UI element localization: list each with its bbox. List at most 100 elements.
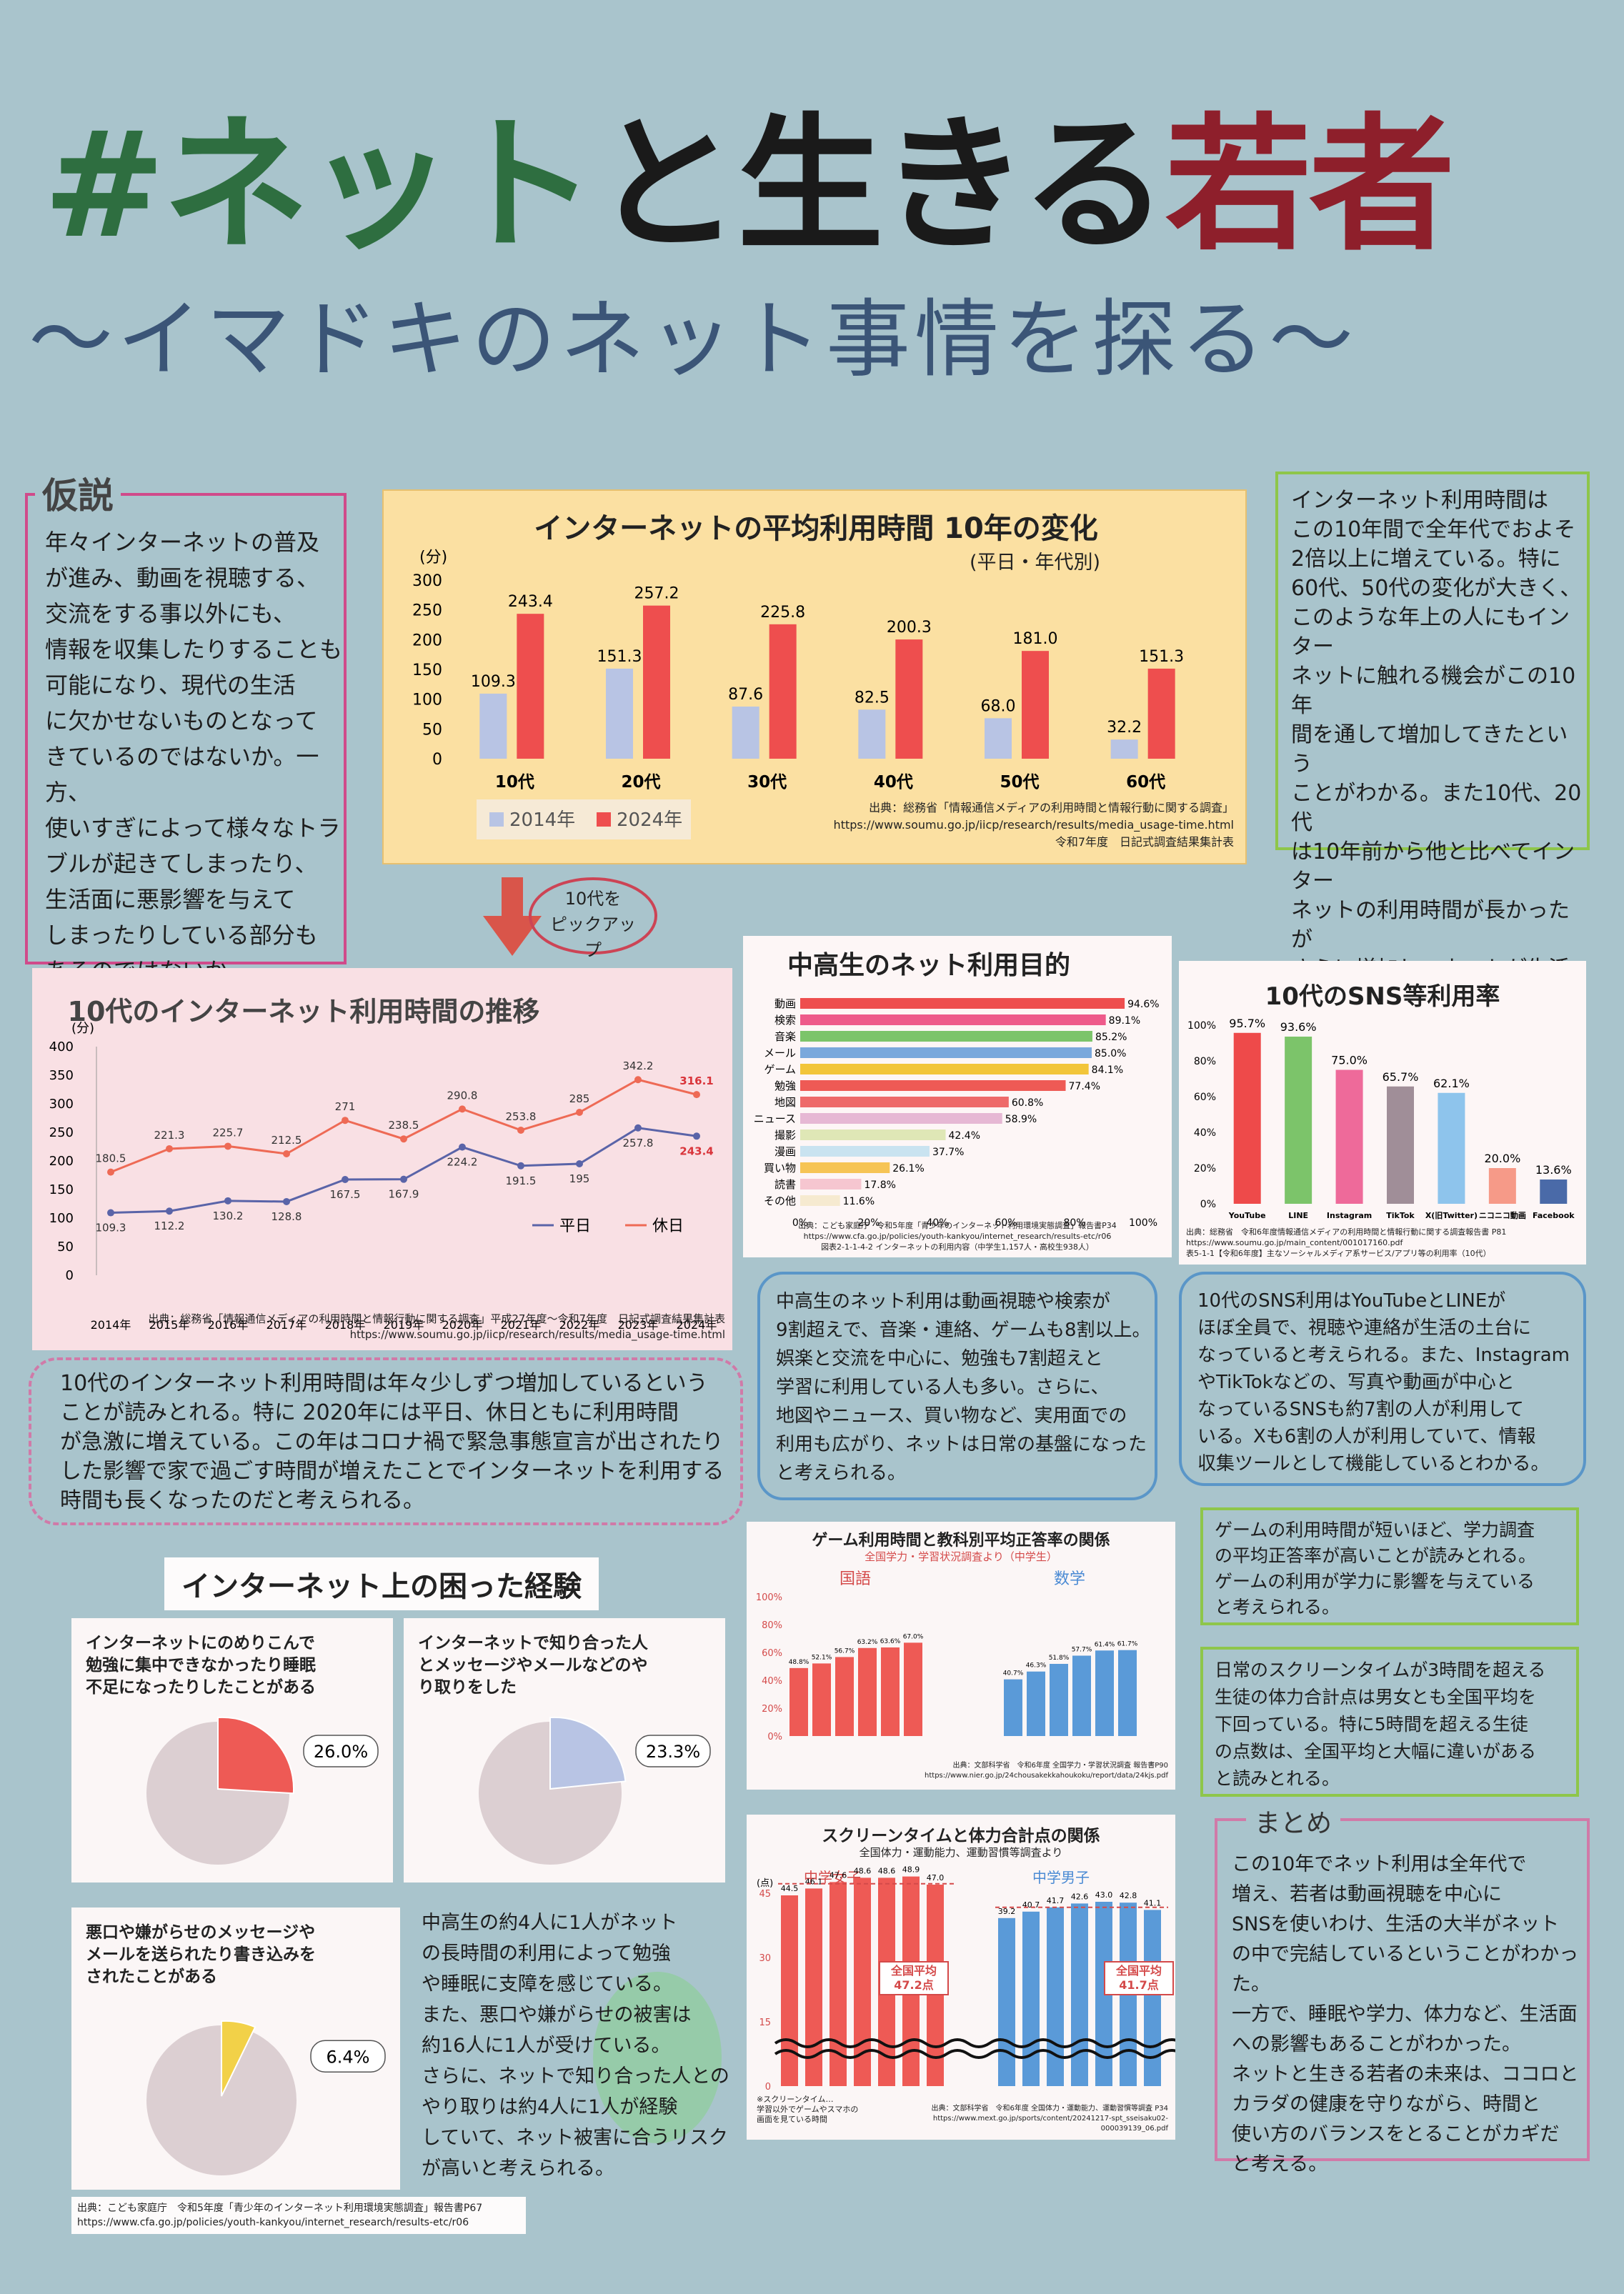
data-label: 48.8%	[789, 1659, 809, 1666]
y-tick-label: 100%	[756, 1592, 782, 1603]
data-label: 43.0	[1095, 1890, 1113, 1900]
source-line: 出典：こども家庭庁 令和5年度「青少年のインターネット利用環境実態調査」報告書P…	[798, 1221, 1117, 1230]
data-label: 65.7%	[1383, 1070, 1419, 1084]
bar-国語	[835, 1657, 854, 1736]
data-label: 130.2	[213, 1210, 244, 1222]
y-tick-label: 0%	[1200, 1199, 1216, 1210]
chart-screentime-panel: スクリーンタイムと体力合計点の関係 全国体力・運動能力、運動習慣等調査より 中学…	[747, 1815, 1175, 2140]
data-point	[342, 1117, 349, 1124]
data-point	[283, 1197, 290, 1205]
data-label: 253.8	[506, 1110, 537, 1123]
source-line: 出典：総務省「情報通信メディアの利用時間と情報行動に関する調査」平成27年度〜令…	[148, 1312, 725, 1325]
chart-purpose-source: 出典：こども家庭庁 令和5年度「青少年のインターネット利用環境実態調査」報告書P…	[750, 1220, 1165, 1252]
comment-line: なっていると考えられる。また、Instagram	[1197, 1345, 1570, 1366]
bar	[800, 1162, 890, 1173]
chart-purpose-svg: 動画 94.6% 検索 89.1% 音楽 85.2% メール 85.0% ゲーム 84.1% 勉強 7…	[754, 997, 1160, 1229]
y-tick-label: 300	[49, 1097, 74, 1112]
y-tick-label: その他	[764, 1195, 796, 1207]
x-tick-label: X(旧Twitter)	[1425, 1211, 1478, 1220]
data-label: 85.2%	[1095, 1032, 1127, 1043]
hypothesis-heading: 仮説	[35, 467, 121, 519]
bar-中学男子	[1047, 1907, 1064, 2086]
comment-line: さらに、ネットで知り合った人との	[422, 2065, 729, 2088]
bar	[800, 1031, 1092, 1042]
y-tick-label: 検索	[774, 1014, 796, 1027]
data-point	[634, 1076, 642, 1084]
y-tick-label: 150	[49, 1182, 74, 1197]
bar-数学	[1050, 1663, 1068, 1736]
comment-purpose-box: 中高生のネット利用は動画視聴や検索が 9割超えで、音楽・連絡、ゲームも8割以上。娯…	[757, 1272, 1157, 1500]
trouble-source: 出典：こども家庭庁 令和5年度「青少年のインターネット利用環境実態調査」報告書P…	[71, 2197, 526, 2234]
data-label: 224.2	[447, 1156, 478, 1169]
comment-line: ゲームの利用時間が短いほど、学力調査	[1215, 1520, 1535, 1540]
chart-game-right-label: 数学	[1054, 1570, 1086, 1588]
chart-purpose-title: 中高生のネット利用目的	[787, 951, 1070, 980]
chart-sns-panel: 10代のSNS等利用率 0% 20% 40% 60% 80% 100% 95.7% YouTu…	[1179, 961, 1586, 1265]
bar-数学	[1095, 1650, 1114, 1736]
text-line: 全国平均	[890, 1964, 937, 1978]
data-point	[224, 1142, 231, 1150]
data-label: 58.9%	[1005, 1114, 1037, 1125]
y-tick-label: 80%	[1194, 1056, 1216, 1067]
data-label: 128.8	[272, 1210, 302, 1223]
data-label: 57.7%	[1072, 1646, 1092, 1653]
chart-screentime-source: 出典：文部科学省 令和6年度 全国体力・運動能力、運動習慣等調査 P34 htt…	[890, 2104, 1168, 2134]
pickup-line: 10代を	[564, 889, 622, 909]
summary-line: と考える。	[1232, 2153, 1328, 2175]
data-label: 221.3	[154, 1129, 185, 1142]
bar	[1488, 1168, 1516, 1204]
comment-line: ことがわかる。また10代、20代	[1291, 781, 1582, 835]
bar-2014年	[985, 718, 1012, 759]
comment-line: 学習に利用している人も多い。さらに、	[776, 1377, 1110, 1398]
data-label: 342.2	[623, 1059, 654, 1072]
y-tick-label: 50	[57, 1240, 74, 1255]
hypothesis-line: 可能になり、現代の生活	[45, 672, 296, 699]
data-label: 257.2	[634, 585, 679, 603]
source-line: 出典：こども家庭庁 令和5年度「青少年のインターネット利用環境実態調査」報告書P…	[77, 2203, 483, 2214]
data-label: 62.1%	[1433, 1077, 1470, 1090]
data-label: 225.7	[213, 1126, 244, 1139]
source-line: 出典：文部科学省 令和6年度 全国体力・運動能力、運動習慣等調査 P34	[931, 2105, 1168, 2113]
comment-screentime-text: 日常のスクリーンタイムが3時間を超える 生徒の体力合計点は男女とも全国平均を 下回っ…	[1215, 1657, 1545, 1792]
data-label: 39.2	[998, 1907, 1016, 1916]
data-label: 87.6	[728, 686, 763, 704]
bar-中学男子	[998, 1918, 1015, 2086]
down-arrow-icon	[483, 877, 542, 956]
text-line: 41.7点	[1119, 1978, 1159, 1992]
text-line: 全国平均	[1115, 1964, 1162, 1978]
x-tick-label: 100%	[1129, 1217, 1157, 1229]
data-label: 42.8	[1120, 1891, 1137, 1900]
x-tick-label: 2020年	[442, 1318, 483, 1332]
bar-2014年	[606, 668, 633, 759]
hypothesis-line: きているのではないか。一方、	[45, 743, 319, 806]
data-point	[634, 1124, 642, 1132]
hypothesis-line: に欠かせないものとなって	[45, 707, 318, 734]
data-label: 94.6%	[1127, 999, 1159, 1010]
chart-screentime-avg-left: 全国平均 47.2点	[879, 1961, 949, 1995]
data-label: 238.5	[389, 1119, 419, 1132]
x-tick-label: 2023年	[618, 1318, 659, 1332]
trouble-pie-text: 悪口や嫌がらせのメッセージや メールを送られたり書き込みを されたことがある	[86, 1922, 316, 1988]
comment-line: が急激に増えている。この年はコロナ禍で緊急事態宣言が出されたり	[60, 1430, 724, 1455]
y-tick-label: 地図	[774, 1096, 796, 1109]
data-label: 290.8	[447, 1089, 478, 1102]
legend-label: 平日	[559, 1217, 591, 1235]
data-point	[693, 1091, 700, 1099]
bar-数学	[1072, 1655, 1091, 1736]
summary-box: まとめ この10年でネット利用は全年代で 増え、若者は動画視聴を中心に SNSを使い…	[1215, 1802, 1590, 2175]
x-tick-label: 2014年	[91, 1318, 131, 1332]
bar	[800, 1195, 840, 1206]
chart-avg-usage-source: 出典：総務省「情報通信メディアの利用時間と情報行動に関する調査」 https:/…	[805, 799, 1234, 851]
green-blob	[593, 1972, 722, 2143]
data-label: 109.3	[96, 1222, 126, 1235]
data-label: 47.6	[830, 1870, 847, 1880]
data-point	[517, 1162, 524, 1170]
summary-text: この10年でネット利用は全年代で 増え、若者は動画視聴を中心に SNSを使いわけ、生…	[1232, 1850, 1587, 2180]
y-tick-label: 300	[412, 572, 442, 590]
chart-screentime-caption: ※スクリーンタイム… 学習以外でゲームやスマホの 画面を見ている時間	[757, 2095, 858, 2125]
data-label: 200.3	[887, 619, 932, 637]
pie-slice	[221, 2020, 256, 2097]
bar	[800, 1097, 1009, 1107]
comment-line: 地図やニュース、買い物など、実用面での	[776, 1405, 1127, 1427]
data-label: 61.7%	[1117, 1641, 1138, 1648]
